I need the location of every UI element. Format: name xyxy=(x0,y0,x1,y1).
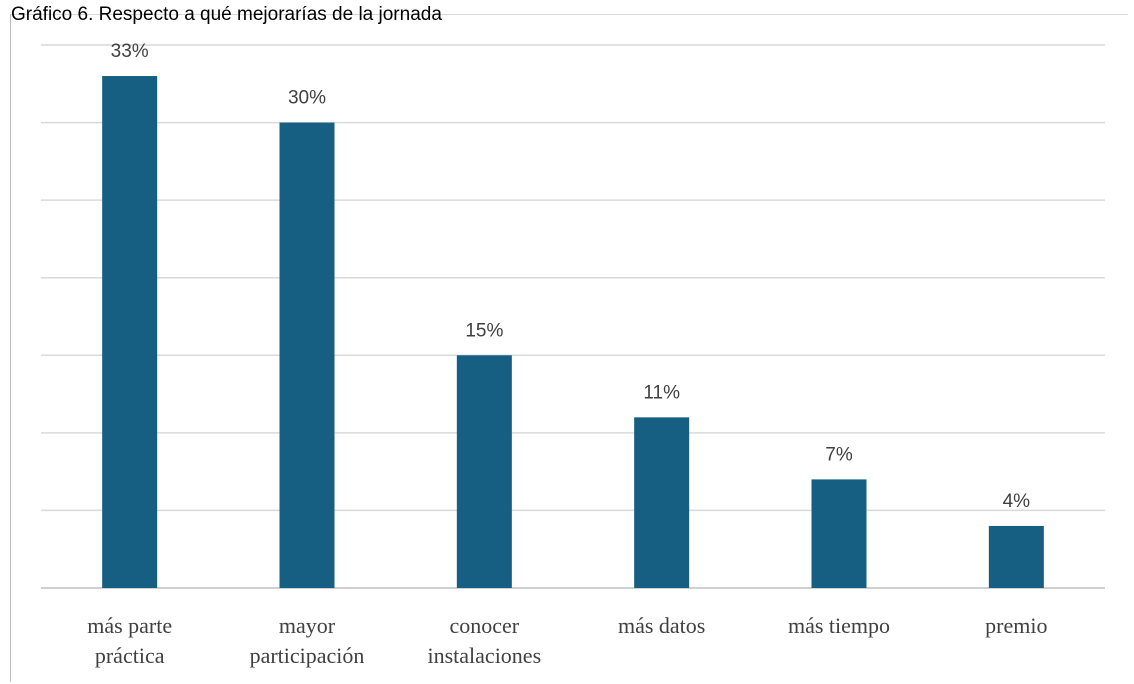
bar xyxy=(988,525,1044,588)
category-label: más parte práctica xyxy=(87,613,172,668)
data-label: 33% xyxy=(111,41,149,62)
gridlines xyxy=(41,44,1105,589)
category-labels: más parte práctica mayor participación conoc… xyxy=(87,613,1047,668)
category-label: mayor participación xyxy=(250,613,365,668)
bars xyxy=(102,76,1044,589)
chart-title: Gráfico 6. Respecto a qué mejorarías de … xyxy=(11,4,442,25)
bar xyxy=(634,417,690,588)
bar-chart: 33% 30% 15% 11% 7% 4% más parte práctica mayor p… xyxy=(41,41,1105,668)
bar xyxy=(102,76,158,589)
category-label: premio xyxy=(985,613,1047,638)
data-label: 4% xyxy=(1003,491,1031,512)
data-label: 15% xyxy=(465,320,503,341)
data-labels: 33% 30% 15% 11% 7% 4% xyxy=(111,41,1031,512)
category-label: más tiempo xyxy=(788,613,890,638)
data-label: 7% xyxy=(825,444,853,465)
bar xyxy=(811,479,867,588)
bar xyxy=(456,355,512,588)
data-label: 30% xyxy=(288,88,326,109)
data-label: 11% xyxy=(643,382,680,403)
category-label: más datos xyxy=(618,613,705,638)
category-label: conocer instalaciones xyxy=(428,613,542,668)
bar xyxy=(279,122,335,589)
chart-area: Gráfico 6. Respecto a qué mejorarías de … xyxy=(10,4,1128,682)
